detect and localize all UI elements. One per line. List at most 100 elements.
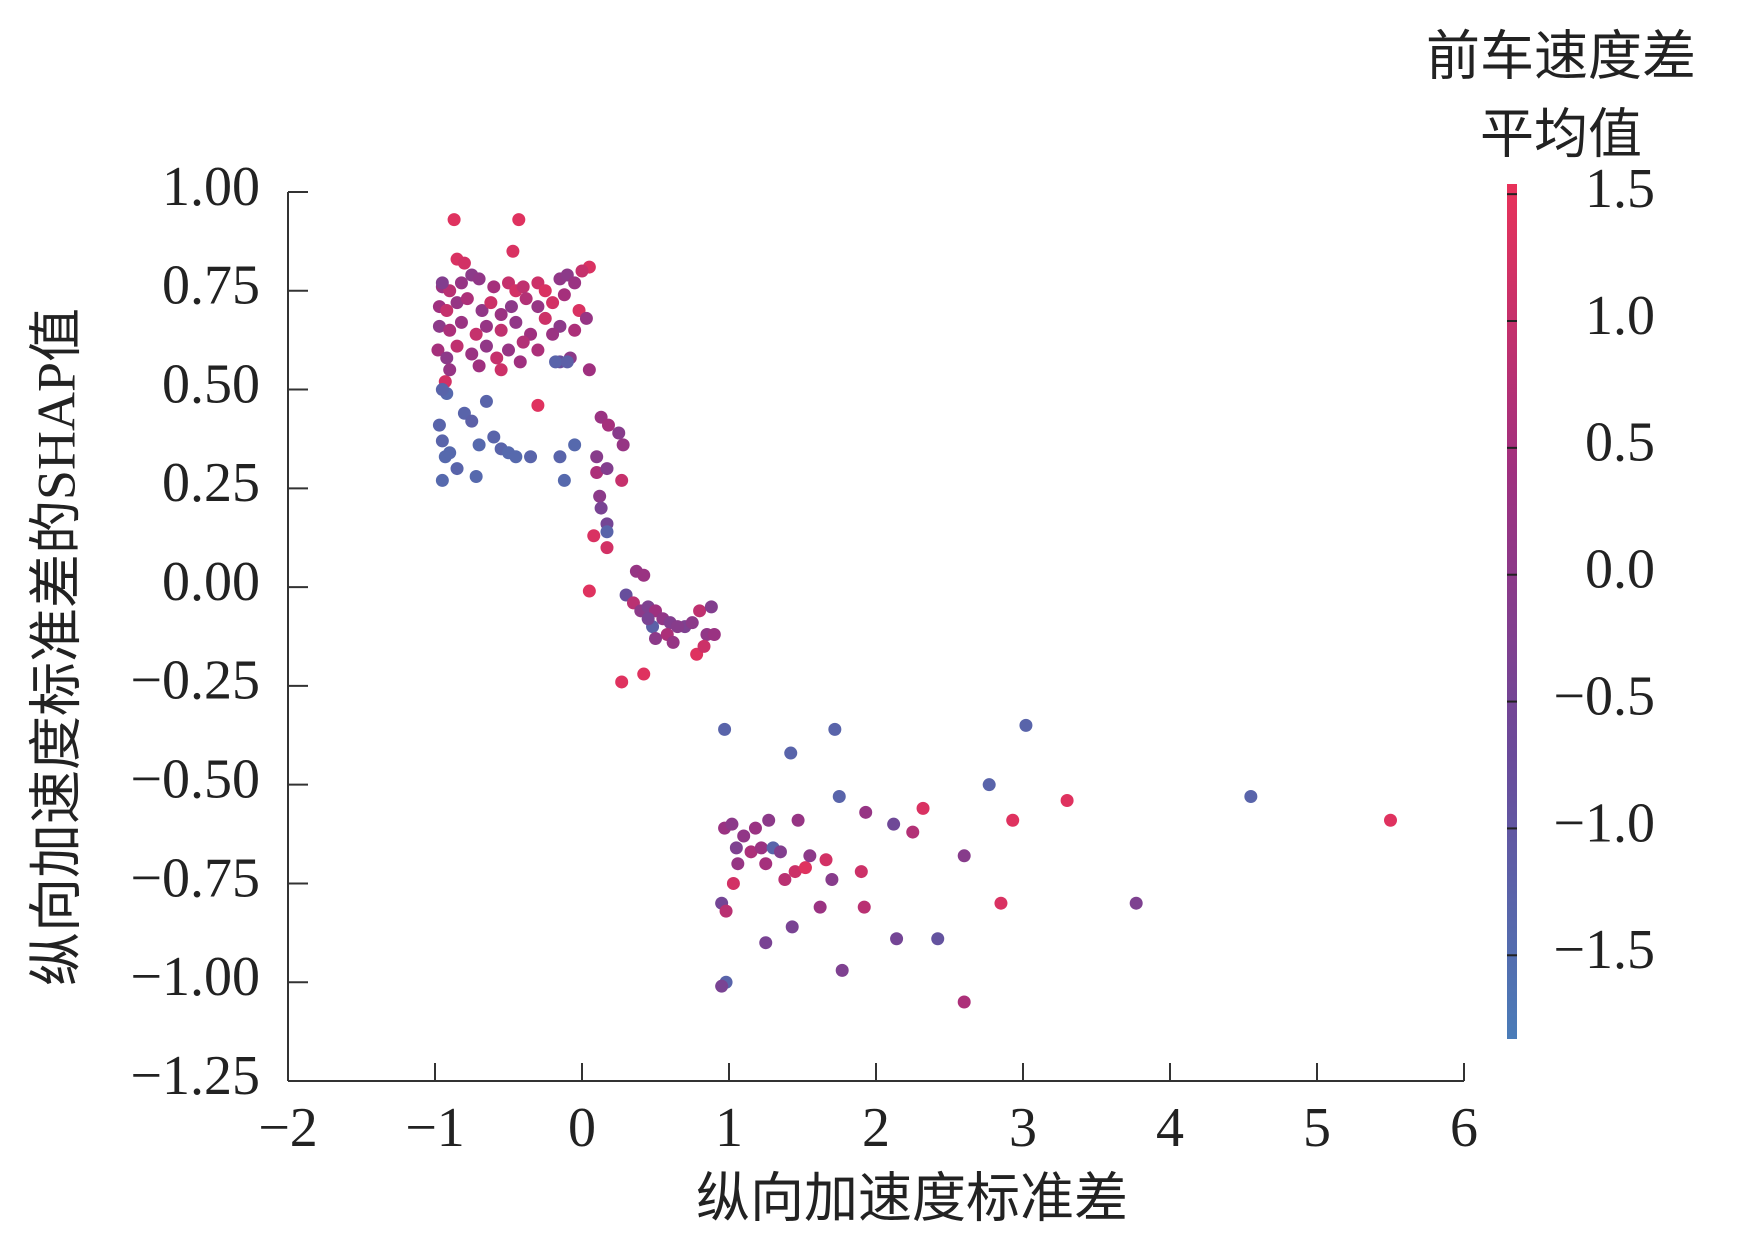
point: [641, 612, 655, 626]
point: [600, 525, 614, 539]
point: [600, 462, 614, 476]
point: [479, 394, 493, 408]
point: [450, 296, 464, 310]
point: [509, 450, 523, 464]
point: [762, 813, 776, 827]
point: [443, 446, 457, 460]
point: [450, 339, 464, 353]
point: [472, 359, 486, 373]
point: [1006, 813, 1020, 827]
point: [443, 323, 457, 337]
y-tick-label: −0.50: [130, 749, 260, 811]
point: [759, 857, 773, 871]
point: [553, 450, 567, 464]
point: [432, 418, 446, 432]
point: [729, 841, 743, 855]
point: [502, 343, 515, 357]
point: [931, 932, 945, 946]
point: [601, 418, 615, 432]
point: [726, 876, 740, 890]
point: [616, 438, 630, 452]
point: [509, 315, 523, 329]
point: [494, 363, 508, 377]
point: [457, 256, 471, 270]
point: [957, 849, 971, 863]
point: [798, 861, 812, 875]
point: [828, 722, 842, 736]
x-tick-label: 6: [1450, 1097, 1478, 1159]
point: [472, 272, 486, 286]
point: [719, 904, 733, 918]
point: [472, 438, 486, 452]
x-tick-label: 2: [862, 1097, 890, 1159]
x-tick-label: −2: [258, 1097, 318, 1159]
point: [731, 857, 745, 871]
point: [531, 343, 545, 357]
point: [435, 434, 449, 448]
point: [440, 351, 454, 365]
point: [531, 300, 545, 314]
colorbar-tick-label: −1.0: [1553, 792, 1655, 854]
point: [697, 639, 711, 653]
point: [568, 276, 582, 290]
point: [725, 817, 739, 831]
point: [859, 805, 873, 819]
point: [1384, 813, 1397, 827]
point: [582, 363, 596, 377]
point: [600, 541, 614, 555]
point: [832, 790, 846, 804]
point: [435, 383, 449, 397]
point: [524, 450, 538, 464]
point: [579, 311, 593, 325]
point: [887, 817, 901, 831]
point: [693, 604, 707, 618]
point: [516, 335, 530, 349]
point: [490, 351, 504, 365]
colorbar-tick-label: 0.0: [1585, 539, 1655, 601]
point: [788, 865, 802, 879]
point: [612, 426, 626, 440]
y-tick-label: 0.75: [162, 255, 260, 317]
point: [594, 501, 608, 515]
point: [1019, 718, 1033, 732]
point: [637, 667, 651, 681]
y-tick-label: 1.00: [162, 156, 260, 218]
point: [504, 300, 518, 314]
y-tick-label: 0.00: [162, 551, 260, 613]
point: [759, 936, 773, 950]
point: [957, 995, 971, 1009]
point: [447, 213, 461, 227]
point: [906, 825, 920, 839]
point: [715, 979, 729, 993]
x-tick-label: 5: [1303, 1097, 1331, 1159]
point: [531, 398, 545, 412]
y-tick-label: 0.25: [162, 452, 260, 514]
point: [432, 319, 446, 333]
point: [479, 319, 493, 333]
point: [819, 853, 833, 867]
point: [494, 323, 508, 337]
point: [538, 311, 552, 325]
point: [575, 264, 589, 278]
point: [557, 288, 571, 302]
point: [593, 489, 607, 503]
point: [465, 414, 479, 428]
point: [854, 865, 868, 879]
point: [568, 323, 582, 337]
y-tick-label: −1.25: [130, 1045, 260, 1107]
point: [784, 746, 798, 760]
point: [557, 473, 571, 487]
point: [1244, 790, 1258, 804]
point: [494, 307, 508, 321]
point: [890, 932, 904, 946]
point: [737, 829, 751, 843]
y-axis-label: 纵向加速度标准差的SHAP值: [26, 308, 86, 986]
point: [487, 430, 501, 444]
point: [546, 296, 560, 310]
point: [994, 896, 1008, 910]
point: [778, 872, 792, 886]
point: [435, 276, 449, 290]
point: [916, 801, 930, 815]
point: [484, 296, 498, 310]
